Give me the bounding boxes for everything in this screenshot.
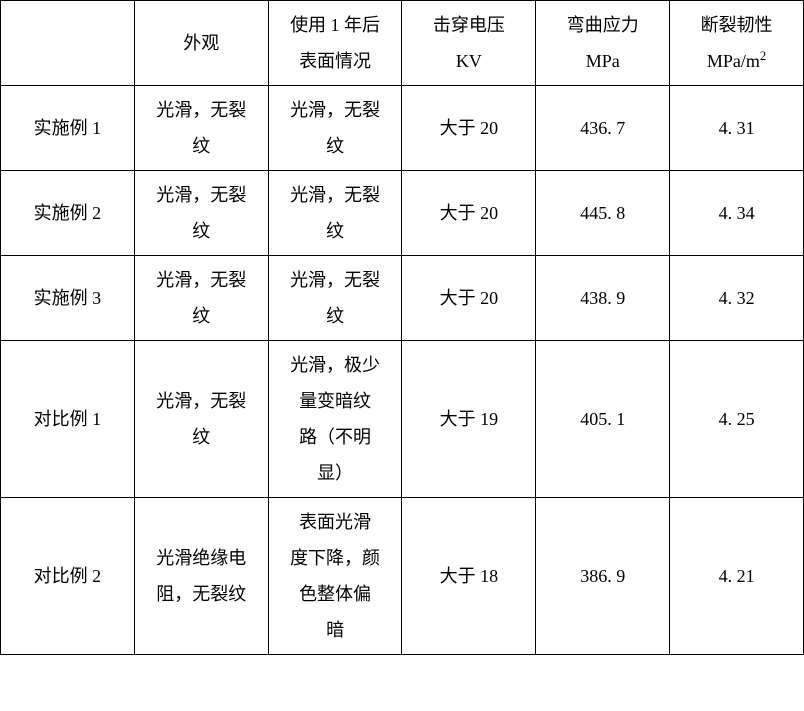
- cell-after1y: 光滑，无裂纹: [268, 256, 402, 341]
- col-header-tough: 断裂韧性 MPa/m2: [670, 1, 804, 86]
- cell-tough: 4. 21: [670, 498, 804, 655]
- col-header-name: [1, 1, 135, 86]
- col-header-bdv: 击穿电压 KV: [402, 1, 536, 86]
- cell-bdv: 大于 19: [402, 341, 536, 498]
- header-unit: MPa/m2: [707, 51, 766, 71]
- cell-appearance: 光滑，无裂纹: [134, 256, 268, 341]
- table-row: 实施例 3光滑，无裂纹光滑，无裂纹大于 20438. 94. 32: [1, 256, 804, 341]
- cell-name: 对比例 1: [1, 341, 135, 498]
- header-text: KV: [456, 51, 482, 71]
- cell-appearance: 光滑，无裂纹: [134, 171, 268, 256]
- table-row: 实施例 2光滑，无裂纹光滑，无裂纹大于 20445. 84. 34: [1, 171, 804, 256]
- cell-bdv: 大于 20: [402, 86, 536, 171]
- cell-bend: 386. 9: [536, 498, 670, 655]
- header-text: 表面情况: [299, 51, 371, 71]
- col-header-appearance: 外观: [134, 1, 268, 86]
- cell-name: 对比例 2: [1, 498, 135, 655]
- header-text: 外观: [183, 33, 219, 53]
- table-row: 对比例 1光滑，无裂纹光滑，极少量变暗纹路（不明显）大于 19405. 14. …: [1, 341, 804, 498]
- header-text: 使用 1 年后: [290, 15, 380, 35]
- header-text: 弯曲应力: [567, 15, 639, 35]
- cell-after1y: 光滑，无裂纹: [268, 86, 402, 171]
- header-text: MPa: [586, 51, 620, 71]
- header-text: 击穿电压: [433, 15, 505, 35]
- col-header-after1y: 使用 1 年后 表面情况: [268, 1, 402, 86]
- header-text: 断裂韧性: [701, 15, 773, 35]
- cell-tough: 4. 32: [670, 256, 804, 341]
- data-table: 外观 使用 1 年后 表面情况 击穿电压 KV 弯曲应力 MPa 断裂韧性 MP…: [0, 0, 804, 655]
- cell-bend: 438. 9: [536, 256, 670, 341]
- cell-name: 实施例 1: [1, 86, 135, 171]
- cell-after1y: 光滑，无裂纹: [268, 171, 402, 256]
- table-header-row: 外观 使用 1 年后 表面情况 击穿电压 KV 弯曲应力 MPa 断裂韧性 MP…: [1, 1, 804, 86]
- cell-tough: 4. 34: [670, 171, 804, 256]
- cell-bend: 436. 7: [536, 86, 670, 171]
- cell-bdv: 大于 20: [402, 256, 536, 341]
- col-header-bend: 弯曲应力 MPa: [536, 1, 670, 86]
- cell-bend: 405. 1: [536, 341, 670, 498]
- cell-tough: 4. 25: [670, 341, 804, 498]
- cell-name: 实施例 3: [1, 256, 135, 341]
- cell-appearance: 光滑，无裂纹: [134, 86, 268, 171]
- cell-appearance: 光滑绝缘电阻，无裂纹: [134, 498, 268, 655]
- cell-tough: 4. 31: [670, 86, 804, 171]
- cell-bend: 445. 8: [536, 171, 670, 256]
- cell-name: 实施例 2: [1, 171, 135, 256]
- table-row: 实施例 1光滑，无裂纹光滑，无裂纹大于 20436. 74. 31: [1, 86, 804, 171]
- table-row: 对比例 2光滑绝缘电阻，无裂纹表面光滑度下降，颜色整体偏暗大于 18386. 9…: [1, 498, 804, 655]
- cell-after1y: 光滑，极少量变暗纹路（不明显）: [268, 341, 402, 498]
- cell-after1y: 表面光滑度下降，颜色整体偏暗: [268, 498, 402, 655]
- cell-bdv: 大于 18: [402, 498, 536, 655]
- cell-appearance: 光滑，无裂纹: [134, 341, 268, 498]
- cell-bdv: 大于 20: [402, 171, 536, 256]
